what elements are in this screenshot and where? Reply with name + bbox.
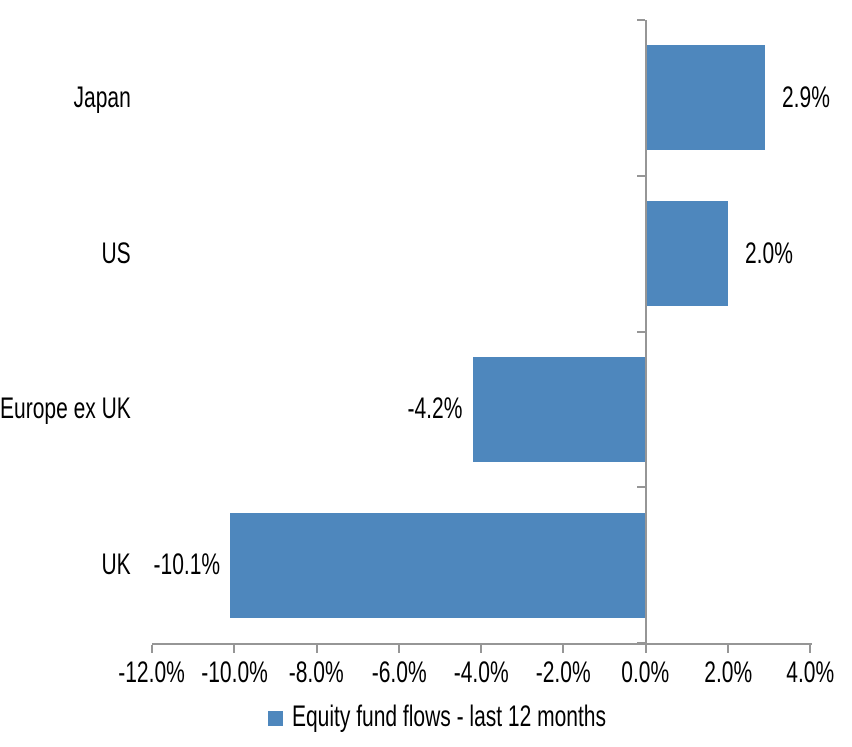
x-axis-tick	[397, 645, 400, 653]
category-label-japan: Japan	[73, 80, 131, 114]
bar-us	[645, 201, 728, 307]
y-axis-line	[644, 20, 647, 653]
x-axis-tick	[480, 645, 482, 653]
x-axis-tick	[644, 645, 647, 653]
x-tick-label: -2.0%	[535, 656, 591, 689]
x-tick-label: 0.0%	[621, 656, 670, 689]
category-label-europe-ex-uk: Europe ex UK	[0, 392, 131, 426]
y-axis-tick	[636, 642, 645, 644]
x-axis-tick	[233, 645, 236, 653]
x-tick-label: 2.0%	[703, 656, 752, 689]
x-tick-label: -12.0%	[118, 656, 186, 689]
x-tick-label: -4.0%	[453, 656, 509, 689]
value-label-japan: 2.9%	[781, 80, 830, 114]
x-axis-tick	[151, 645, 153, 653]
value-label-uk: -10.1%	[153, 548, 221, 582]
category-label-uk: UK	[101, 548, 131, 582]
x-axis-tick	[809, 645, 811, 653]
bar-japan	[645, 45, 765, 151]
value-label-europe-ex-uk: -4.2%	[407, 392, 463, 426]
y-axis-tick	[636, 330, 645, 333]
value-label-us: 2.0%	[744, 236, 793, 270]
legend-marker-icon	[268, 711, 283, 726]
x-axis-tick	[726, 645, 729, 653]
x-axis-line	[152, 643, 812, 645]
y-axis-tick	[636, 486, 645, 489]
bar-europe-ex-uk	[472, 356, 646, 462]
category-label-us: US	[101, 236, 131, 270]
y-axis-tick	[636, 174, 645, 177]
x-axis-tick	[315, 645, 318, 653]
x-tick-label: -8.0%	[289, 656, 344, 689]
legend-label: Equity fund flows - last 12 months	[292, 700, 606, 733]
x-tick-label: -10.0%	[200, 656, 268, 689]
y-axis-tick	[636, 19, 645, 21]
x-tick-label: -6.0%	[371, 656, 427, 689]
x-axis-tick	[562, 645, 565, 653]
x-tick-label: 4.0%	[786, 656, 834, 689]
bar-uk	[230, 512, 646, 618]
